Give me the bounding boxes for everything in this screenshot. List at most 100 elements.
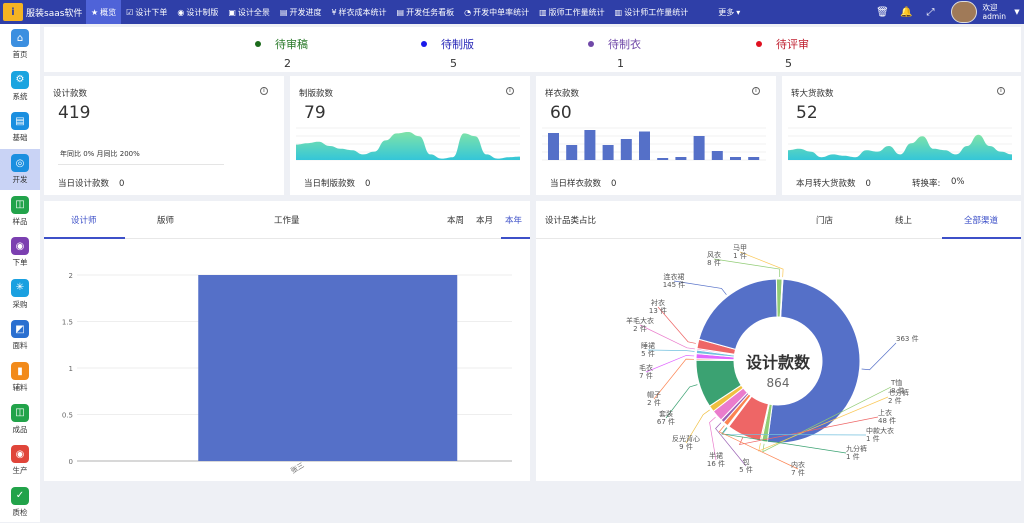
pie-slice[interactable] [699,279,777,349]
sidebar-icon: ⌂ [11,29,29,47]
kpi-value: 60 [550,103,572,123]
nav-icon: ▥ [615,8,623,17]
nav-label: 版师工作量统计 [549,7,605,18]
sidebar-item-5[interactable]: ◉下单 [0,232,40,274]
user-menu[interactable]: 欢迎 admin [983,3,1007,21]
pie-label-name: 七分裤 [888,389,928,397]
nav-item-4[interactable]: ▤开发进度 [275,0,327,24]
sidebar-item-3[interactable]: ◎开发 [0,149,40,191]
status-3[interactable]: 待评审 [756,36,809,52]
sidebar-item-1[interactable]: ⚙系统 [0,66,40,108]
nav-item-0[interactable]: ★概览 [86,0,121,24]
pie-label-count: 1 件 [720,252,760,260]
status-count: 2 [284,57,291,70]
nav-icon: ◔ [464,8,471,17]
tab-pattern-maker[interactable]: 版师 [157,214,174,226]
kpi-title: 样衣款数 [545,87,579,99]
pie-center-title: 设计款数 [736,349,820,373]
status-0[interactable]: 待审稿 [255,36,308,52]
channel-online[interactable]: 线上 [895,214,912,226]
period-year[interactable]: 本年 [505,214,522,226]
nav-item-2[interactable]: ◉设计制版 [172,0,223,24]
nav-label: 更多 [718,7,734,18]
avatar[interactable] [951,1,977,23]
sidebar-item-8[interactable]: ▮辅料 [0,357,40,399]
sidebar-item-9[interactable]: ◫成品 [0,398,40,440]
sidebar-item-6[interactable]: ✳采购 [0,274,40,316]
kpi-title: 设计款数 [53,87,87,99]
pie-label-name: 中款大衣 [866,427,906,435]
status-dot [756,41,762,47]
pie-label-name: 连衣裙 [654,273,694,281]
status-2[interactable]: 待制衣 [588,36,641,52]
kpi-title: 制版款数 [299,87,333,99]
app-logo[interactable]: i 服装saas软件 [0,0,86,24]
rate-value: 0% [951,177,965,187]
sidebar-icon: ▮ [11,362,29,380]
status-label: 待审稿 [275,36,308,52]
kpi-footer-label: 当日设计款数 [58,179,109,189]
period-month[interactable]: 本月 [476,214,493,226]
nav-icon: ▣ [228,8,236,17]
pie-label-count: 145 件 [654,281,694,289]
sidebar-item-10[interactable]: ◉生产 [0,440,40,482]
nav-item-9[interactable]: ▥设计师工作量统计 [610,0,694,24]
status-1[interactable]: 待制版 [421,36,474,52]
pie-label-name: 衬衣 [638,299,678,307]
y-tick-label: 0.5 [62,412,73,420]
nav-item-1[interactable]: ☑设计下单 [121,0,172,24]
nav-label: 设计师工作量统计 [624,7,688,18]
bar[interactable] [198,275,457,461]
kpi-title: 转大货款数 [791,87,834,99]
expand-icon[interactable]: ⤢ [919,7,943,18]
sidebar-icon: ▤ [11,112,29,130]
pie-label: 363 件 [896,335,936,343]
nav-icon: ▾ [736,8,740,17]
pie-label-count: 67 件 [646,418,686,426]
sidebar-item-7[interactable]: ◩面料 [0,315,40,357]
sidebar-item-2[interactable]: ▤基础 [0,107,40,149]
status-count: 5 [450,57,457,70]
sidebar-label: 首页 [13,49,28,60]
bell-icon[interactable]: 🔔 [895,7,919,18]
kpi-spark [788,126,1012,162]
nav-label: 开发任务看板 [406,7,454,18]
sidebar-icon: ✳ [11,279,29,297]
info-icon[interactable]: i [752,87,760,95]
sidebar-item-11[interactable]: ✓质检 [0,482,40,523]
period-week[interactable]: 本周 [447,214,464,226]
spark-bar [712,151,723,160]
info-icon[interactable]: i [260,87,268,95]
sidebar-icon: ◉ [11,237,29,255]
info-icon[interactable]: i [506,87,514,95]
chevron-down-icon[interactable]: ▼ [1010,8,1024,16]
channel-tabs: 设计品类占比 门店 线上 全部渠道 [536,201,1021,239]
kpi-footer-value: 0 [119,179,124,189]
channel-all[interactable]: 全部渠道 [964,214,998,226]
status-label: 待制版 [441,36,474,52]
nav-icon: ▥ [539,8,547,17]
nav-item-6[interactable]: ▤开发任务看板 [392,0,460,24]
nav-item-3[interactable]: ▣设计全景 [223,0,275,24]
channel-store[interactable]: 门店 [816,214,833,226]
info-icon[interactable]: i [997,87,1005,95]
kpi-footer-value: 0 [611,179,616,189]
sidebar-item-0[interactable]: ⌂ 首页 [0,24,40,66]
nav-item-10[interactable]: 更多▾ [713,0,747,24]
nav-label: 开发进度 [289,7,321,18]
pie-label-count: 5 件 [628,350,668,358]
nav-item-5[interactable]: ¥样衣成本统计 [326,0,391,24]
top-right-tools: 🗑 🔔 ⤢ 欢迎 admin ▼ [871,0,1024,24]
trash-icon[interactable]: 🗑 [871,7,895,18]
tab-designer[interactable]: 设计师 [71,214,97,226]
kpi-spark [542,126,766,162]
sidebar-item-4[interactable]: ◫样品 [0,190,40,232]
nav-item-7[interactable]: ◔开发中单率统计 [459,0,534,24]
top-bar: i 服装saas软件 ★概览☑设计下单◉设计制版▣设计全景▤开发进度¥样衣成本统… [0,0,1024,24]
nav-item-8[interactable]: ▥版师工作量统计 [534,0,610,24]
